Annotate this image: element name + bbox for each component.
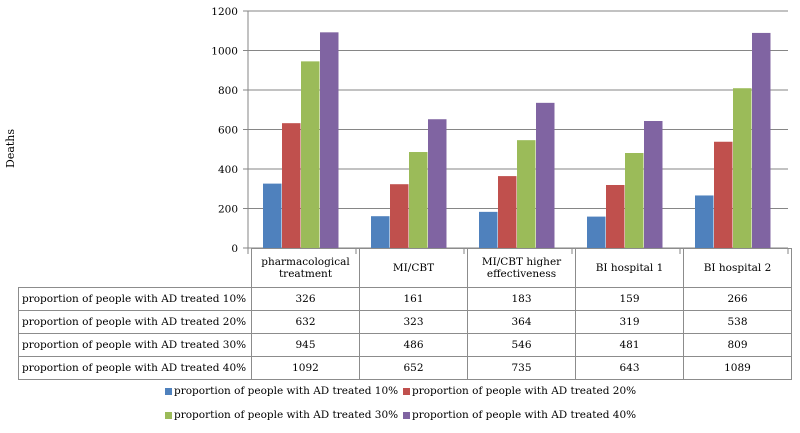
data-cell: 486: [359, 333, 468, 357]
data-cell: 809: [683, 333, 792, 357]
data-cell: 643: [575, 356, 684, 380]
data-table-row: proportion of people with AD treated 20%…: [18, 310, 792, 334]
data-table-row: proportion of people with AD treated 40%…: [18, 356, 792, 380]
bar: [428, 119, 447, 248]
data-table-header-row: pharmacological treatment MI/CBT MI/CBT …: [19, 248, 792, 288]
bar: [625, 153, 644, 248]
bar: [752, 32, 771, 248]
y-tick-label: 1000: [211, 46, 238, 58]
data-table-corner: [19, 249, 252, 288]
series-label: proportion of people with AD treated 40%: [18, 356, 252, 380]
legend-item: proportion of people with AD treated 40%: [403, 409, 636, 421]
legend-label: proportion of people with AD treated 10%: [174, 385, 399, 397]
bar: [263, 183, 282, 248]
legend-swatch: [165, 411, 172, 419]
category-label: MI/CBT higher effectiveness: [467, 248, 576, 288]
bar: [301, 61, 320, 248]
bar: [479, 211, 498, 248]
y-axis-label-box: Deaths: [4, 128, 28, 168]
data-cell: 319: [575, 310, 684, 334]
bar: [282, 123, 301, 248]
bar: [587, 216, 606, 248]
category-label: BI hospital 2: [683, 248, 792, 288]
bar: [409, 152, 428, 248]
bar: [733, 88, 752, 248]
legend-label: proportion of people with AD treated 40%: [412, 409, 637, 421]
y-tick-label: 200: [218, 204, 238, 216]
data-cell: 538: [683, 310, 792, 334]
bar: [517, 140, 536, 248]
legend-swatch: [403, 387, 410, 395]
bar: [714, 141, 733, 248]
legend-swatch: [403, 411, 410, 419]
category-label: pharmacological treatment: [251, 248, 360, 288]
data-cell: 161: [359, 287, 468, 311]
data-cell: 632: [251, 310, 360, 334]
bar: [371, 216, 390, 248]
data-cell: 364: [467, 310, 576, 334]
bar: [644, 121, 663, 248]
series-label: proportion of people with AD treated 10%: [18, 287, 252, 311]
legend-label: proportion of people with AD treated 30%: [174, 409, 399, 421]
data-cell: 159: [575, 287, 684, 311]
data-cell: 546: [467, 333, 576, 357]
category-label: BI hospital 1: [575, 248, 684, 288]
y-tick-label: 400: [218, 164, 238, 176]
data-cell: 735: [467, 356, 576, 380]
legend-label: proportion of people with AD treated 20%: [412, 385, 637, 397]
data-cell: 481: [575, 333, 684, 357]
data-cell: 183: [467, 287, 576, 311]
bar: [606, 184, 625, 248]
legend-item: proportion of people with AD treated 20%: [403, 385, 636, 397]
legend-swatch: [165, 387, 172, 395]
data-table-row: proportion of people with AD treated 30%…: [18, 333, 792, 357]
bar: [390, 184, 409, 248]
data-cell: 652: [359, 356, 468, 380]
y-tick-label: 600: [218, 125, 238, 137]
y-tick-label: 800: [218, 85, 238, 97]
series-label: proportion of people with AD treated 20%: [18, 310, 252, 334]
y-tick-label: 1200: [211, 6, 238, 18]
y-tick-label: 0: [231, 243, 238, 255]
data-cell: 945: [251, 333, 360, 357]
data-cell: 1089: [683, 356, 792, 380]
data-cell: 323: [359, 310, 468, 334]
data-cell: 326: [251, 287, 360, 311]
data-table-row: proportion of people with AD treated 10%…: [18, 287, 792, 311]
bar: [320, 32, 339, 248]
bar: [498, 176, 517, 248]
y-axis-label: Deaths: [4, 128, 17, 168]
bar: [536, 102, 555, 249]
series-label: proportion of people with AD treated 30%: [18, 333, 252, 357]
data-table: pharmacological treatment MI/CBT MI/CBT …: [18, 248, 792, 380]
data-cell: 1092: [251, 356, 360, 380]
category-label: MI/CBT: [359, 248, 468, 288]
legend-item: proportion of people with AD treated 10%: [165, 385, 398, 397]
legend-item: proportion of people with AD treated 30%: [165, 409, 398, 421]
bar: [695, 195, 714, 248]
data-cell: 266: [683, 287, 792, 311]
